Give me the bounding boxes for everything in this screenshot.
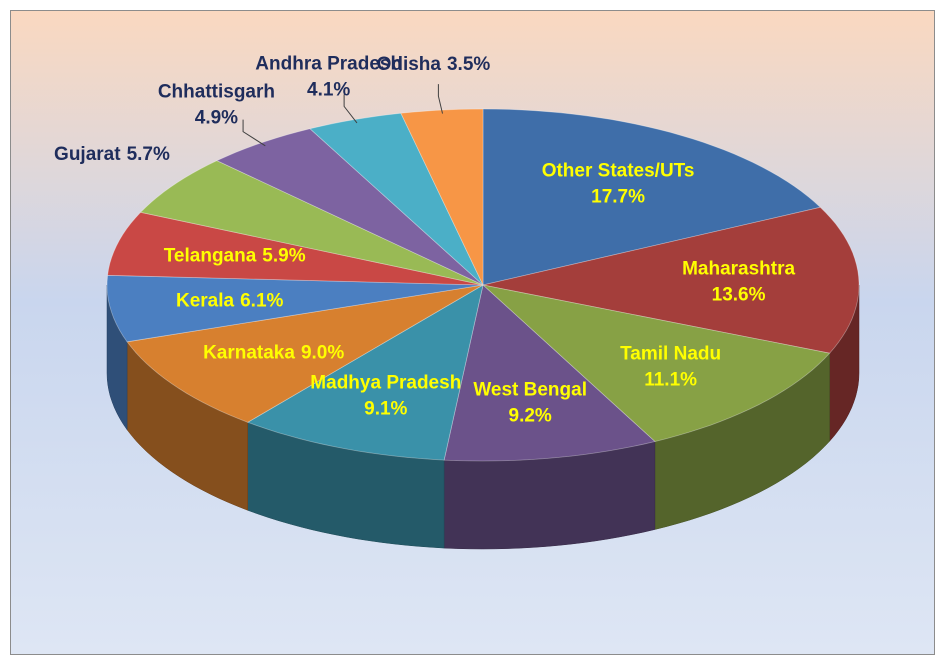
data-label-name: Maharashtra [682, 258, 795, 279]
data-label-value: 5.9% [262, 246, 305, 267]
data-label-name: Kerala [176, 290, 235, 311]
leader-line [343, 94, 358, 124]
data-label-name: Gujarat [54, 144, 121, 165]
data-label-value: 9.0% [301, 343, 344, 364]
slice [443, 284, 656, 462]
data-label-value: 9.1% [364, 399, 407, 420]
data-label: Telangana 5.9% [164, 246, 306, 267]
data-label-value: 5.7% [127, 144, 170, 165]
leader-line [242, 119, 266, 147]
data-label-name: Karnataka [203, 343, 295, 364]
data-label-name: Chhattisgarh [158, 82, 275, 103]
data-label-name: West Bengal [473, 380, 587, 401]
slice [482, 206, 860, 354]
slice [106, 274, 484, 343]
data-label-name: Andhra Pradesh [255, 54, 402, 75]
data-label-value: 4.9% [195, 108, 238, 129]
slice [126, 284, 484, 423]
data-label-name: Telangana [164, 246, 257, 267]
slice-side [106, 284, 128, 431]
data-label-value: 11.1% [644, 369, 697, 390]
data-label-name: Madhya Pradesh [310, 373, 461, 394]
data-label: Madhya Pradesh 9.1% [310, 373, 461, 420]
data-label-name: Odisha [377, 54, 442, 75]
slice [482, 108, 822, 286]
data-label: Maharashtra 13.6% [682, 258, 795, 305]
data-label-name: Other States/UTs [542, 160, 695, 181]
pie-sides [106, 284, 860, 550]
data-label-value: 9.2% [509, 406, 552, 427]
data-label-value: 6.1% [240, 290, 283, 311]
slice [481, 284, 831, 442]
data-label: Karnataka 9.0% [203, 343, 344, 364]
data-label: Tamil Nadu 11.1% [620, 343, 721, 390]
slice [107, 211, 484, 286]
data-label-value: 4.1% [307, 80, 350, 101]
data-label: Kerala 6.1% [176, 290, 284, 311]
data-label: Gujarat 5.7% [54, 144, 170, 165]
slice [139, 160, 484, 286]
data-label-name: Tamil Nadu [620, 343, 721, 364]
data-label-value: 17.7% [591, 186, 645, 207]
data-label: Odisha 3.5% [377, 54, 491, 75]
slice [246, 284, 484, 461]
data-label: Chhattisgarh 4.9% [158, 82, 275, 129]
data-label-value: 13.6% [712, 284, 766, 305]
data-label: West Bengal 9.2% [473, 380, 587, 427]
pie-labels: Other States/UTs 17.7% Maharashtra 13.6% Tam… [54, 54, 795, 427]
data-label: Andhra Pradesh 4.1% [255, 54, 402, 101]
data-label: Other States/UTs 17.7% [542, 160, 695, 207]
data-label-value: 3.5% [447, 54, 490, 75]
pie-tops [106, 108, 860, 462]
leader-line [437, 84, 444, 114]
